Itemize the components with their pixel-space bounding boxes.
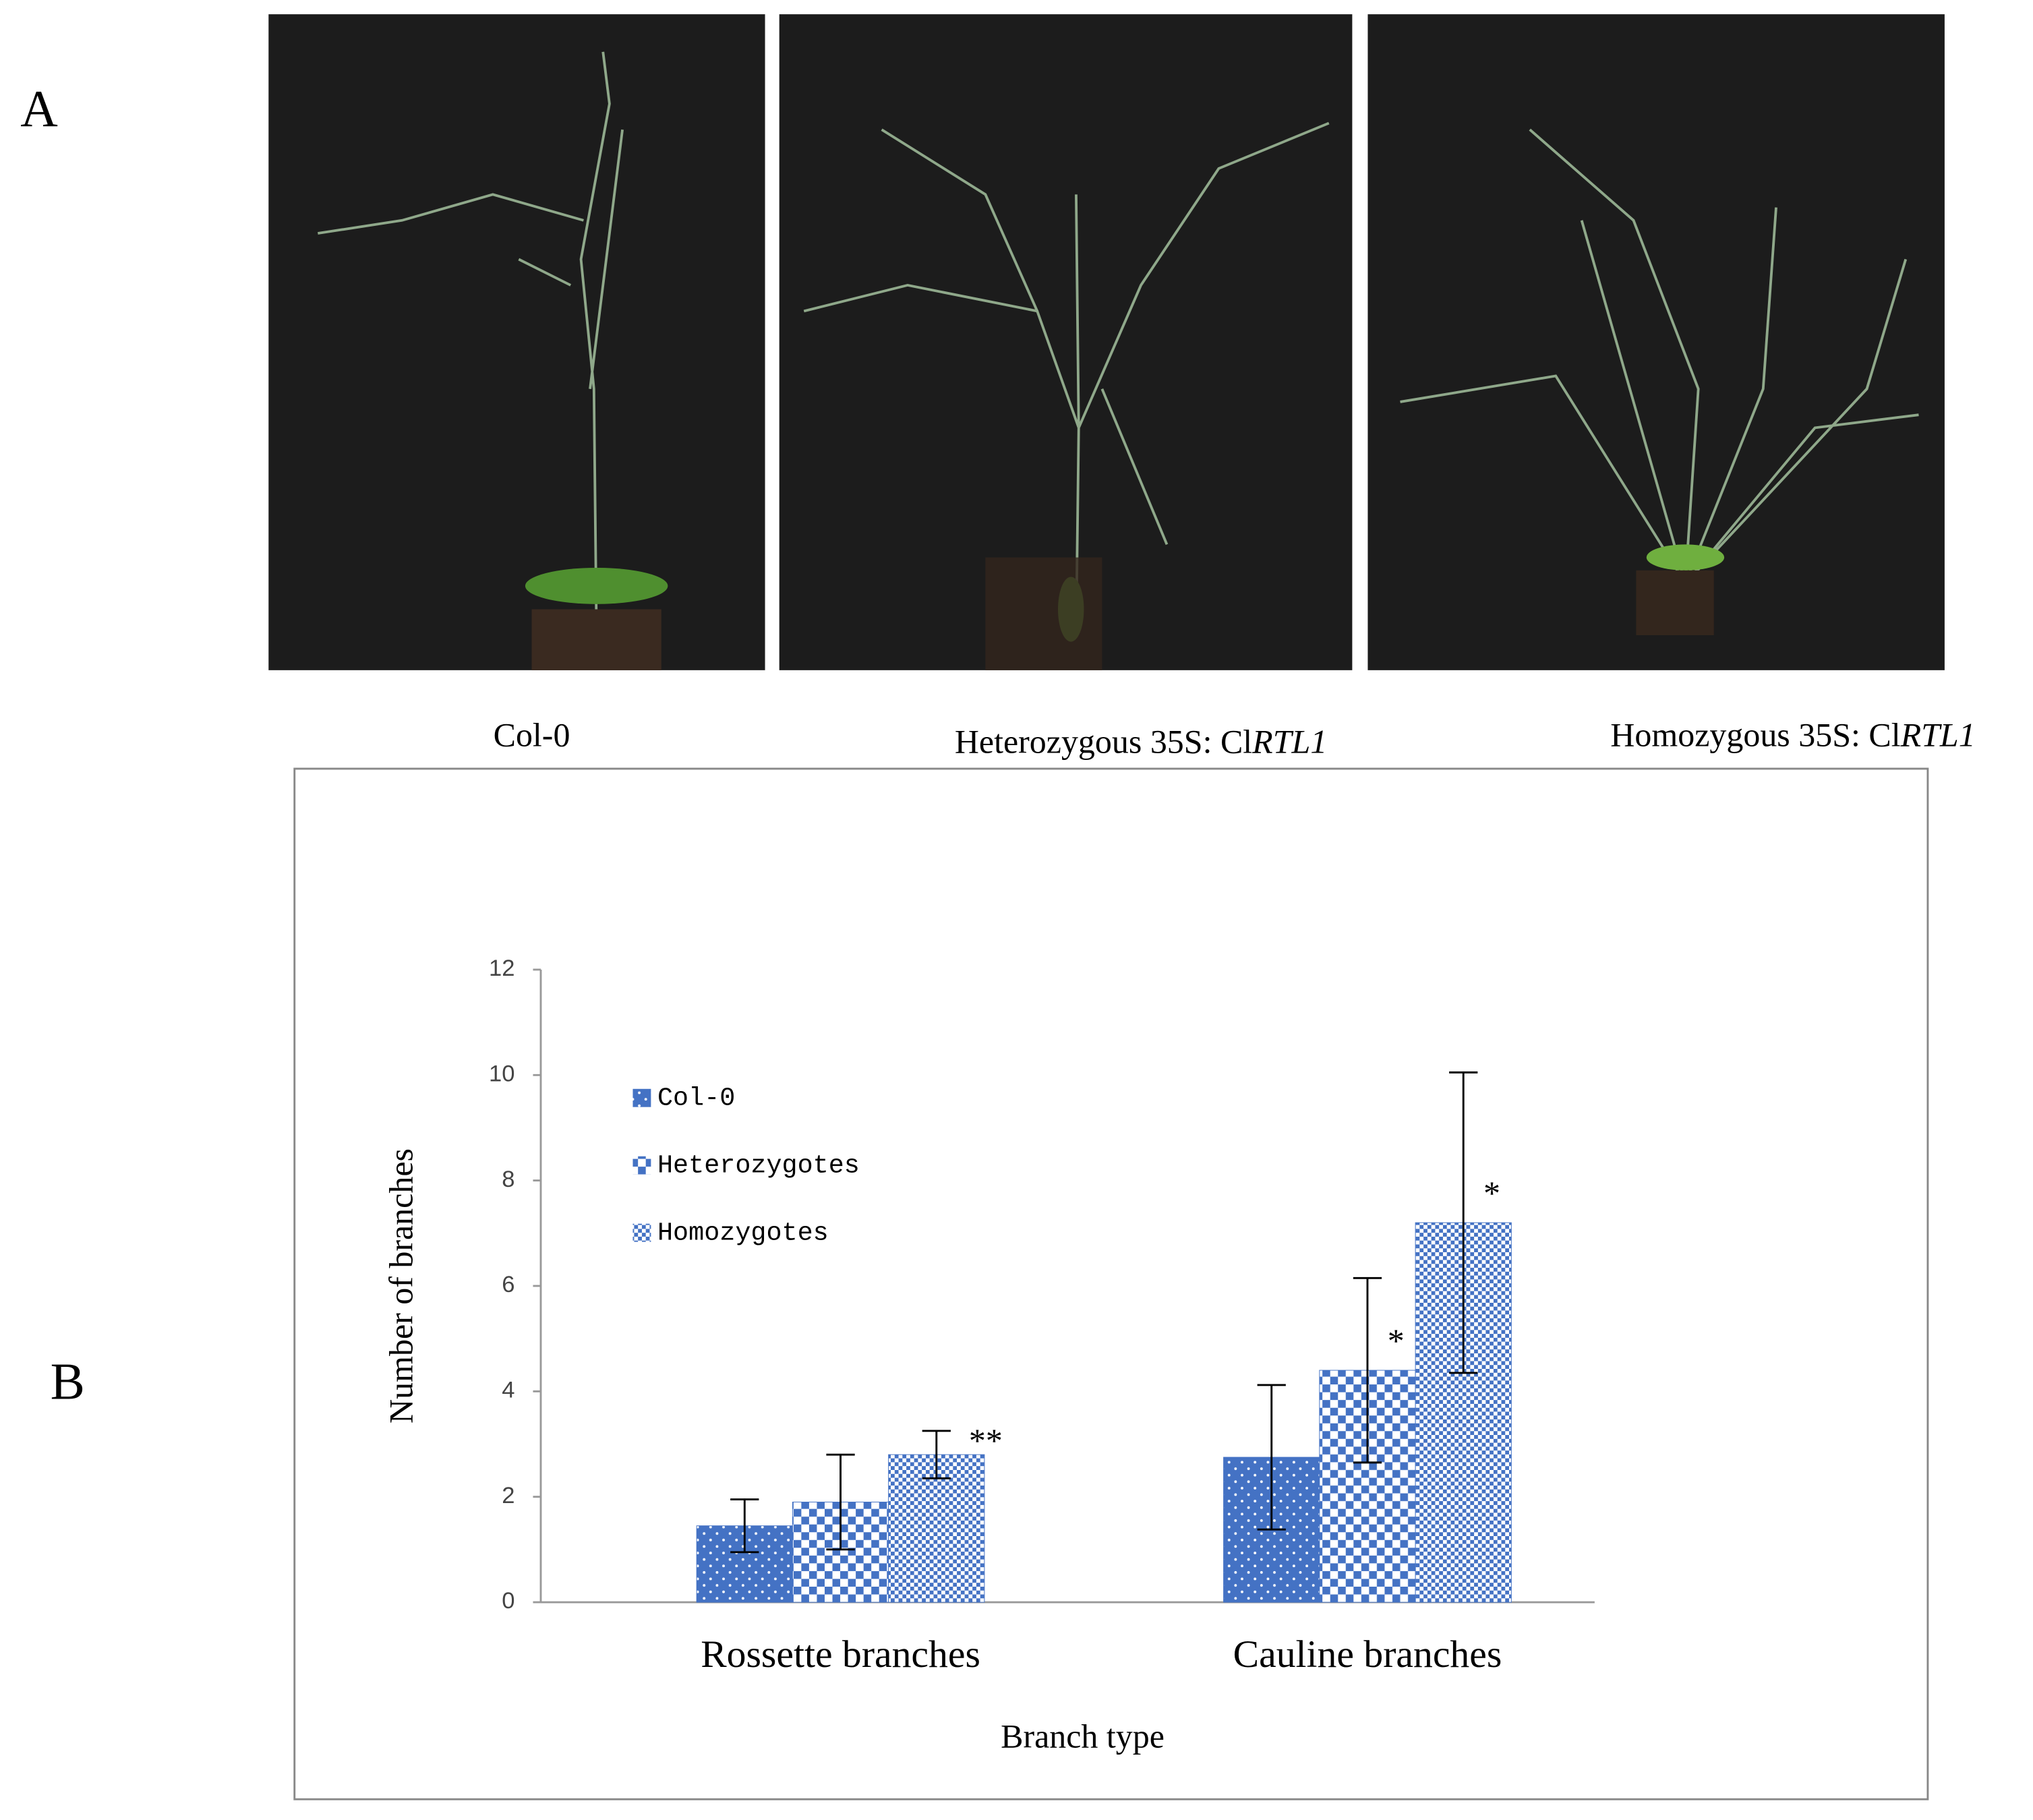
- panel-label: B: [51, 1353, 85, 1411]
- y-tick-label: 2: [502, 1483, 514, 1508]
- error-bar: [1257, 1384, 1286, 1531]
- error-bar: [922, 1430, 951, 1479]
- error-bar: [730, 1498, 759, 1554]
- significance-mark: *: [1483, 1174, 1500, 1212]
- photo: [1367, 14, 1945, 670]
- photo-caption: Homozygous 35S: ClRTL1: [1610, 716, 1975, 754]
- y-tick-label: 6: [502, 1272, 514, 1297]
- chart-frame: [293, 767, 1929, 1800]
- legend-label: Homozygotes: [657, 1218, 829, 1247]
- x-tick-label: Rossette branches: [701, 1633, 980, 1676]
- error-bar: [1449, 1071, 1478, 1374]
- legend-swatch: [632, 1223, 651, 1242]
- photo: [268, 14, 765, 670]
- y-tick-label: 12: [489, 956, 514, 981]
- caption-text: Homozygous 35S: Cl: [1610, 716, 1900, 754]
- y-axis-label: Number of branches: [382, 1148, 420, 1423]
- photo: [779, 14, 1353, 670]
- photo-caption: Heterozygous 35S: ClRTL1: [955, 723, 1327, 761]
- x-axis-label: Branch type: [1001, 1717, 1165, 1755]
- y-tick-label: 0: [502, 1588, 514, 1614]
- x-tick-label: Cauline branches: [1233, 1633, 1502, 1676]
- caption-text: Col-0: [494, 716, 570, 754]
- legend-label: Col-0: [657, 1083, 735, 1113]
- y-tick-label: 8: [502, 1167, 514, 1192]
- legend-swatch: [632, 1088, 651, 1107]
- y-tick-label: 10: [489, 1061, 514, 1086]
- panel-label: A: [20, 80, 58, 138]
- photo-caption: Col-0: [494, 716, 570, 754]
- legend-label: Heterozygotes: [657, 1150, 860, 1180]
- significance-mark: **: [969, 1421, 1003, 1459]
- caption-italic: RTL1: [1900, 716, 1976, 754]
- y-tick-label: 4: [502, 1377, 514, 1403]
- error-bar: [1353, 1276, 1382, 1464]
- error-bar: [826, 1453, 855, 1551]
- caption-text: Heterozygous 35S: Cl: [955, 723, 1252, 761]
- legend-swatch: [632, 1156, 651, 1175]
- caption-italic: RTL1: [1251, 723, 1327, 761]
- significance-mark: *: [1388, 1322, 1405, 1359]
